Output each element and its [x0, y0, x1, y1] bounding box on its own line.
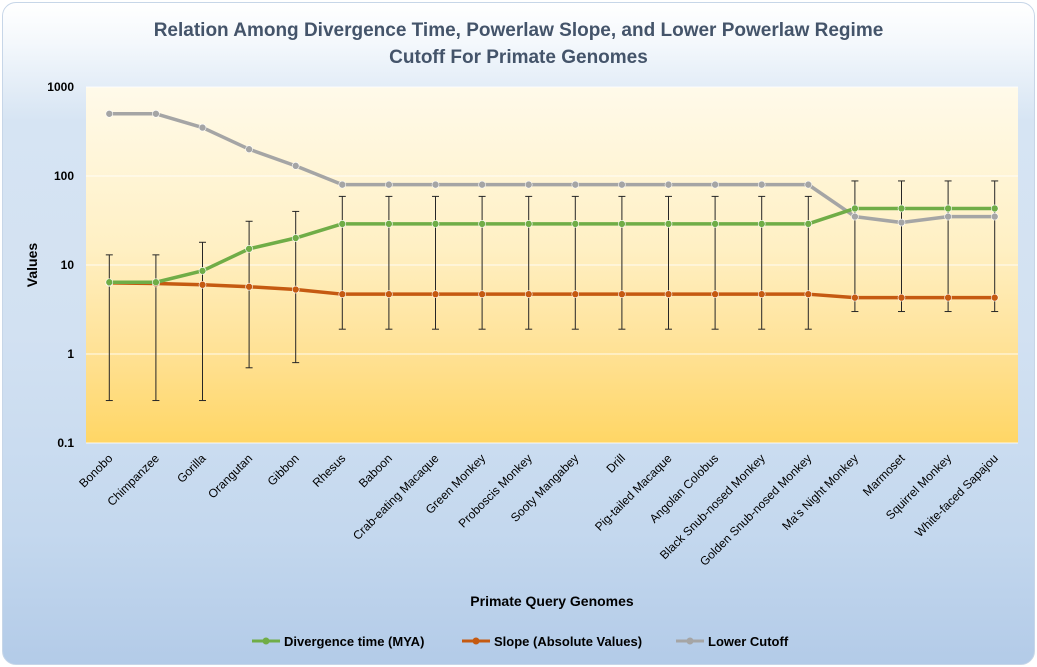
legend-label-slope-absolute-values: Slope (Absolute Values) [494, 634, 642, 649]
data-point-divergence-time-mya [431, 220, 440, 228]
x-category-label: Drill [604, 451, 629, 476]
x-category-label: Gibbon [265, 451, 302, 488]
x-category-label: Orangutan [205, 451, 255, 501]
data-point-divergence-time-mya [571, 220, 580, 228]
data-point-divergence-time-mya [990, 204, 999, 213]
series-lines [105, 109, 999, 302]
legend-label-lower-cutoff: Lower Cutoff [708, 634, 789, 649]
chart-title-line-1: Relation Among Divergence Time, Powerlaw… [153, 20, 884, 41]
data-point-lower-cutoff [245, 145, 253, 154]
data-point-divergence-time-mya [198, 267, 207, 275]
y-axis-title: Values [24, 243, 40, 288]
series-line-slope-absolute-values [109, 281, 995, 300]
y-tick-label: 0.1 [57, 436, 74, 450]
x-category-label: Pig-tailed Macaque [592, 451, 675, 534]
x-axis-title: Primate Query Genomes [470, 593, 634, 609]
legend-marker-divergence-time-mya [262, 637, 270, 645]
data-point-slope-absolute-values [944, 293, 952, 302]
data-point-slope-absolute-values [431, 290, 440, 298]
legend-marker-slope-absolute-values [472, 637, 480, 645]
data-point-divergence-time-mya [757, 220, 766, 228]
data-point-divergence-time-mya [804, 220, 813, 228]
x-category-label: Baboon [356, 451, 395, 490]
data-point-slope-absolute-values [385, 290, 393, 298]
data-point-slope-absolute-values [711, 290, 719, 298]
data-point-divergence-time-mya [524, 220, 533, 228]
data-point-lower-cutoff [524, 180, 533, 189]
x-category-label: Marmoset [860, 451, 908, 499]
data-point-lower-cutoff [291, 162, 300, 170]
data-point-divergence-time-mya [618, 220, 626, 228]
data-point-lower-cutoff [571, 180, 580, 189]
data-point-lower-cutoff [851, 212, 859, 221]
data-point-lower-cutoff [385, 180, 393, 189]
gridlines [86, 86, 1018, 444]
data-point-lower-cutoff [478, 180, 486, 189]
data-point-divergence-time-mya [105, 278, 114, 287]
data-point-lower-cutoff [431, 180, 440, 189]
chart-title-line-2: Cutoff For Primate Genomes [389, 47, 648, 68]
data-point-slope-absolute-values [478, 290, 486, 298]
data-point-slope-absolute-values [757, 290, 766, 298]
data-point-lower-cutoff [664, 180, 673, 189]
data-point-lower-cutoff [990, 212, 999, 221]
legend-marker-lower-cutoff [686, 637, 694, 645]
data-point-lower-cutoff [897, 218, 906, 227]
data-point-divergence-time-mya [711, 220, 719, 228]
data-point-slope-absolute-values [618, 290, 626, 298]
data-point-divergence-time-mya [385, 220, 393, 228]
x-category-label: Rhesus [310, 451, 349, 490]
data-point-divergence-time-mya [291, 234, 300, 242]
data-point-slope-absolute-values [245, 282, 253, 291]
data-point-divergence-time-mya [897, 204, 906, 213]
data-point-slope-absolute-values [524, 290, 533, 298]
legend-label-divergence-time-mya: Divergence time (MYA) [284, 634, 424, 649]
data-point-slope-absolute-values [198, 280, 207, 289]
data-point-divergence-time-mya [664, 220, 673, 228]
data-point-lower-cutoff [105, 109, 114, 118]
data-point-lower-cutoff [152, 109, 160, 118]
data-point-slope-absolute-values [571, 290, 580, 298]
x-category-label: White-faced Sapajou [912, 451, 1001, 540]
data-point-lower-cutoff [711, 180, 719, 189]
data-point-divergence-time-mya [478, 220, 486, 228]
y-tick-label: 10 [61, 258, 75, 272]
data-point-divergence-time-mya [338, 220, 347, 228]
data-point-divergence-time-mya [152, 278, 160, 287]
data-point-lower-cutoff [198, 123, 207, 132]
data-point-slope-absolute-values [291, 285, 300, 294]
y-tick-label: 1000 [47, 80, 74, 94]
x-category-label: Gorilla [174, 451, 209, 486]
data-point-slope-absolute-values [804, 290, 813, 298]
data-point-lower-cutoff [944, 212, 952, 221]
data-point-slope-absolute-values [897, 293, 906, 302]
x-category-label: Crab-eating Macaque [350, 451, 442, 543]
data-point-divergence-time-mya [944, 204, 952, 213]
data-point-divergence-time-mya [851, 204, 859, 213]
data-point-slope-absolute-values [664, 290, 673, 298]
series-line-divergence-time-mya [109, 206, 995, 284]
data-point-lower-cutoff [338, 180, 347, 189]
data-point-slope-absolute-values [851, 293, 859, 302]
y-tick-label: 1 [67, 347, 74, 361]
y-axis-ticks: 0.1 1 10 100 1000 [47, 80, 74, 450]
data-point-lower-cutoff [757, 180, 766, 189]
data-point-lower-cutoff [618, 180, 626, 189]
data-point-slope-absolute-values [338, 290, 347, 298]
legend: Divergence time (MYA) Slope (Absolute Val… [252, 634, 789, 649]
data-point-divergence-time-mya [245, 245, 253, 253]
x-category-label: Bonobo [76, 451, 115, 490]
y-tick-label: 100 [54, 169, 74, 183]
data-point-lower-cutoff [804, 180, 813, 189]
data-point-slope-absolute-values [990, 293, 999, 302]
